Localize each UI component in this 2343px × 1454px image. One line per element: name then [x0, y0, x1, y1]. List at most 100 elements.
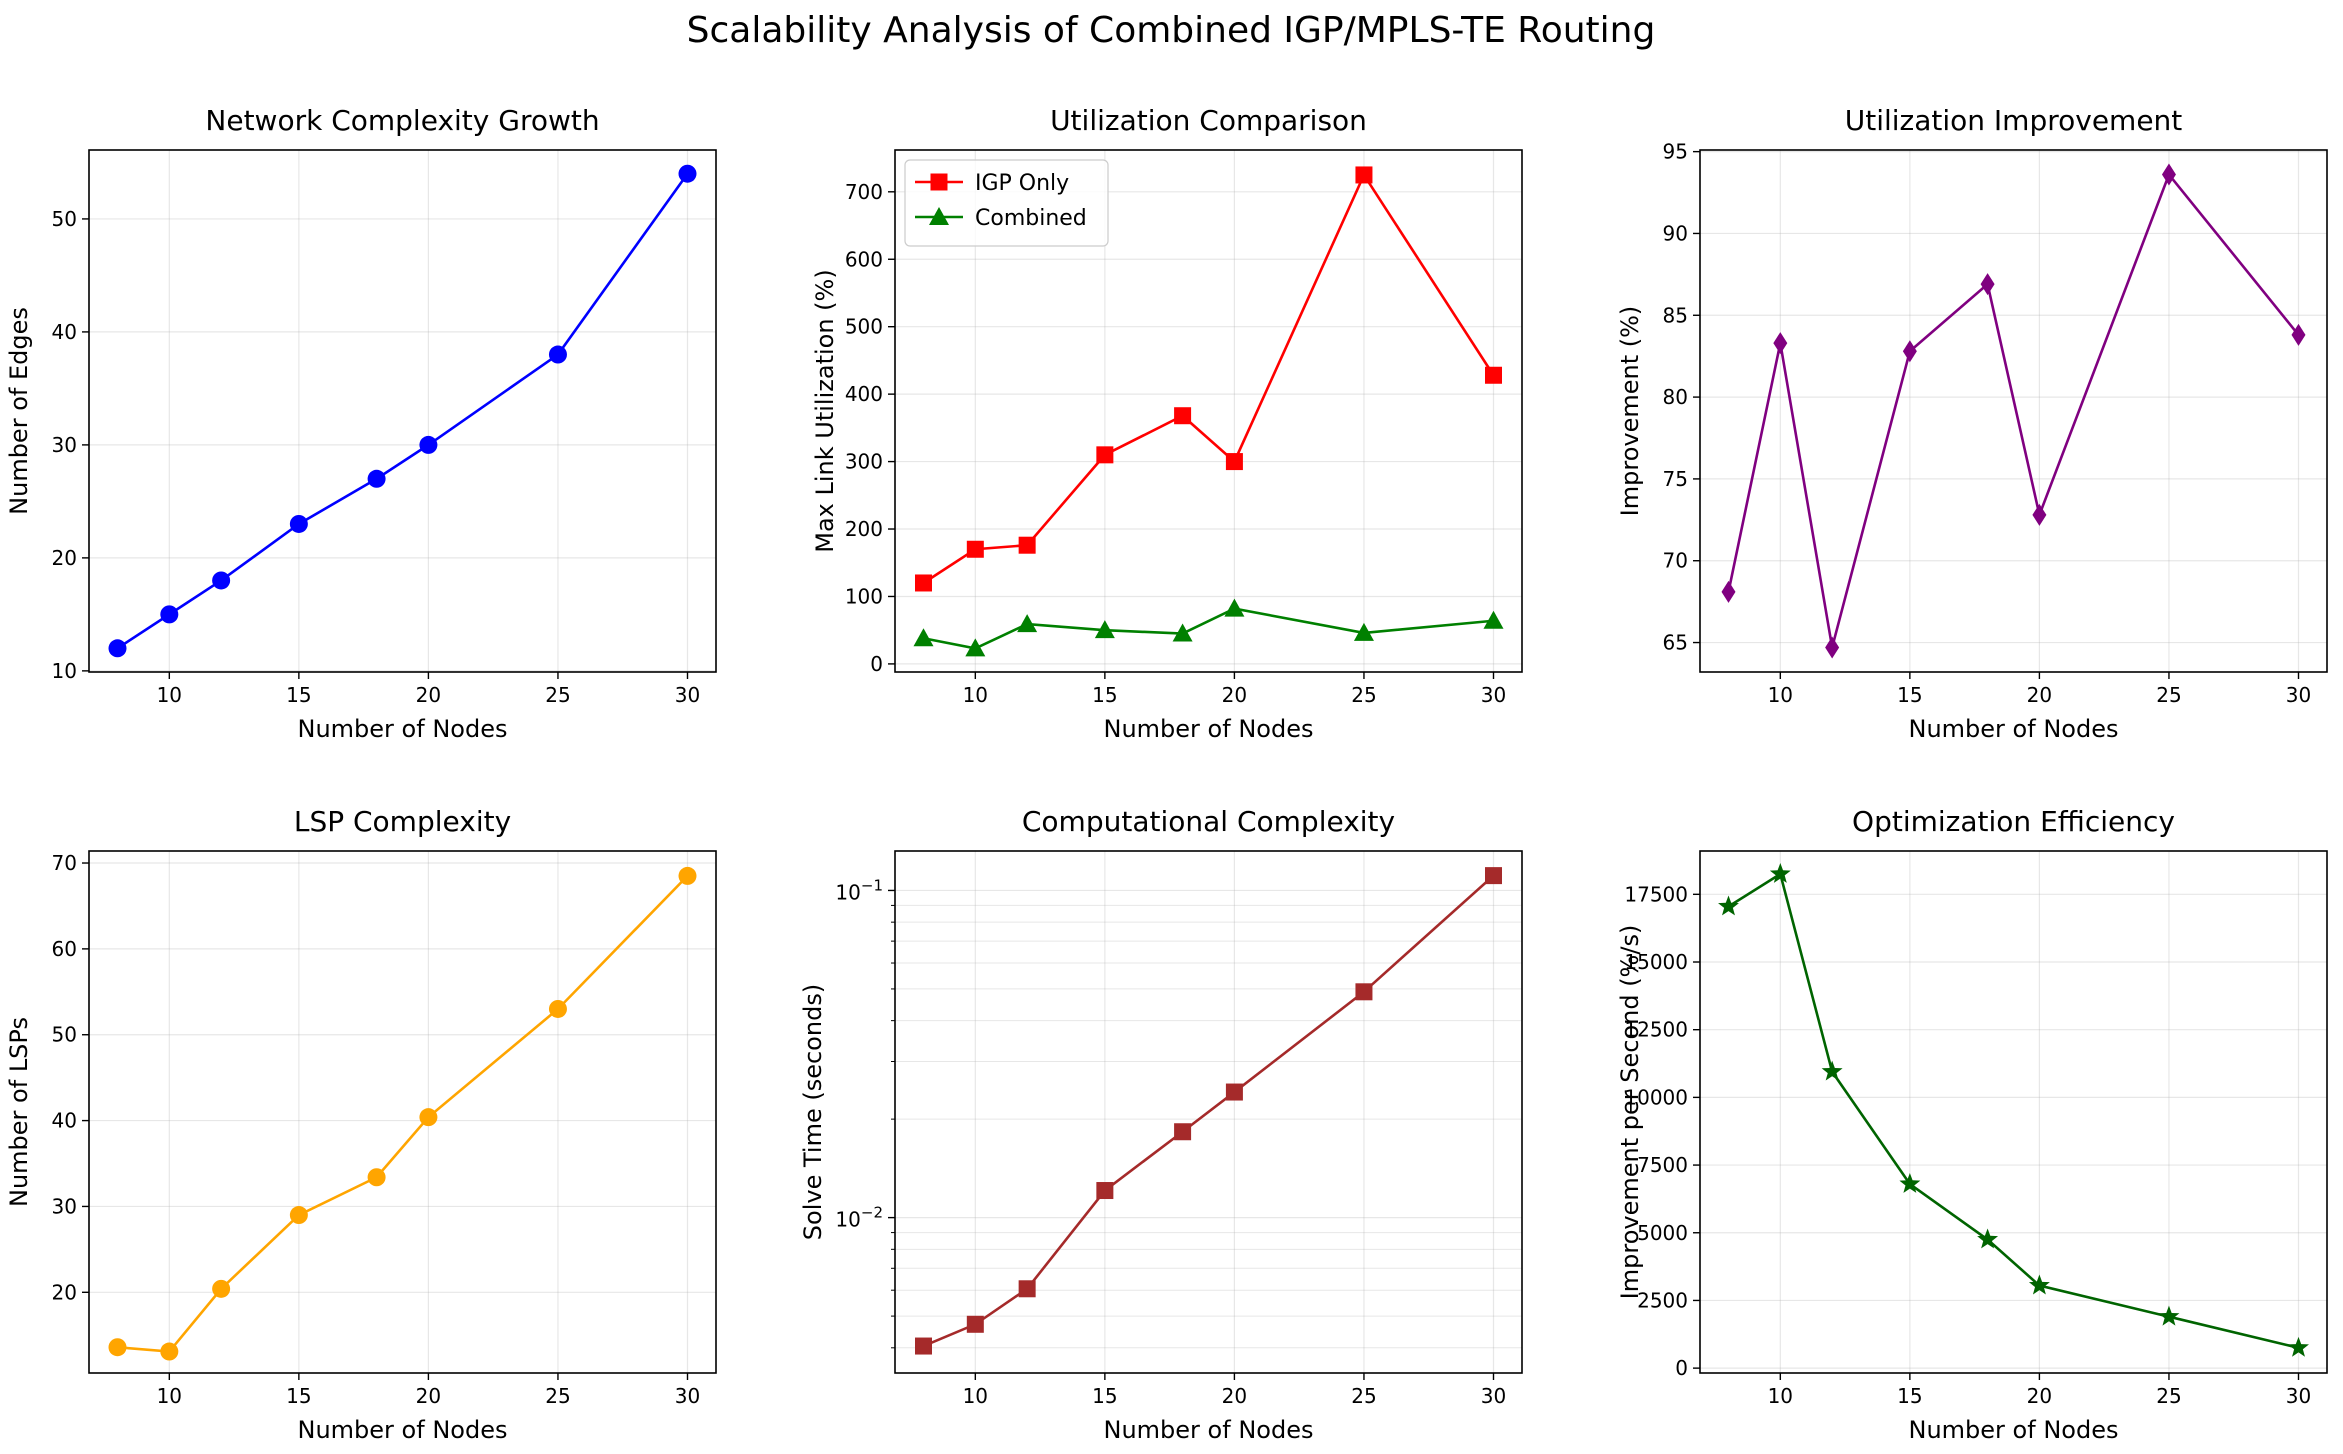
data-point: [289, 1206, 308, 1225]
x-tick-label: 25: [545, 1384, 570, 1408]
y-tick-label: 700: [845, 180, 883, 204]
x-tick-label: 25: [1351, 1384, 1376, 1408]
axes-frame: [894, 149, 1523, 673]
legend-marker: [929, 207, 949, 225]
y-tick-label: 85: [1663, 303, 1688, 327]
y-tick-label: 75: [1663, 467, 1688, 491]
data-point: [1355, 983, 1373, 1001]
x-tick-label: 15: [286, 683, 311, 707]
y-tick-label: 0: [1675, 1356, 1688, 1380]
x-tick-label: 30: [1481, 683, 1506, 707]
series-line-1: [1727, 171, 2300, 648]
x-tick-label: 20: [1222, 1384, 1247, 1408]
y-tick-label: 10: [52, 659, 77, 683]
data-point: [367, 1168, 386, 1187]
x-tick-label: 20: [1222, 683, 1247, 707]
data-point: [1485, 867, 1502, 885]
data-point: [108, 639, 127, 658]
y-axis-label: Number of Edges: [5, 307, 33, 515]
y-tick-label: 40: [52, 320, 77, 344]
data-point: [1174, 407, 1192, 425]
y-tick-label: 200: [845, 517, 883, 541]
axes-frame: [88, 850, 717, 1374]
data-point: [2291, 323, 2306, 346]
data-point: [966, 540, 984, 558]
subplot-title: Network Complexity Growth: [205, 104, 599, 137]
x-tick-label: 15: [1092, 683, 1117, 707]
y-axis-label: Number of LSPs: [5, 1017, 33, 1207]
data-point: [1353, 622, 1374, 641]
y-tick-label: 90: [1663, 221, 1688, 245]
subplot-title: Optimization Efficiency: [1852, 805, 2175, 838]
x-axis-label: Number of Nodes: [298, 715, 508, 743]
data-point: [419, 1108, 438, 1127]
y-tick-label: 0: [870, 652, 883, 676]
figure-title: Scalability Analysis of Combined IGP/MPL…: [687, 10, 1656, 51]
data-point: [1096, 1182, 1114, 1200]
data-point: [160, 605, 179, 624]
data-point: [1225, 1083, 1243, 1101]
y-tick-label: 40: [52, 1109, 77, 1133]
y-tick-label: 20: [52, 1280, 77, 1304]
y-tick-label: 20: [52, 546, 77, 570]
data-point: [212, 571, 231, 590]
y-tick-label: 60: [52, 937, 77, 961]
y-tick-label: 30: [52, 1194, 77, 1218]
data-point: [1174, 1123, 1192, 1141]
y-tick-label: 300: [845, 450, 883, 474]
y-tick-label: 400: [845, 382, 883, 406]
data-point: [2288, 1336, 2309, 1357]
data-point: [1980, 273, 1995, 296]
data-point: [212, 1279, 231, 1298]
series-line-1: [922, 874, 1495, 1348]
y-axis-label: Solve Time (seconds): [799, 984, 827, 1240]
x-tick-label: 15: [286, 1384, 311, 1408]
legend-entry: IGP Only: [975, 171, 1069, 196]
series-line-1: [116, 172, 689, 650]
subplot-title: Utilization Improvement: [1845, 104, 2183, 137]
y-tick-label: 17500: [1624, 882, 1688, 906]
x-tick-label: 10: [1768, 683, 1793, 707]
y-tick-label: 95: [1663, 140, 1688, 164]
data-point: [548, 999, 567, 1018]
axes-frame: [894, 850, 1523, 1374]
x-tick-label: 25: [2156, 683, 2181, 707]
x-axis-label: Number of Nodes: [298, 1416, 508, 1444]
x-tick-label: 20: [2027, 683, 2052, 707]
x-tick-label: 25: [545, 683, 570, 707]
data-point: [2161, 163, 2176, 186]
series-line-2: [923, 607, 1494, 650]
x-axis-label: Number of Nodes: [1104, 1416, 1314, 1444]
y-axis-label: Improvement per Second (%/s): [1616, 925, 1644, 1300]
data-point: [1225, 453, 1243, 471]
subplot-3: 10 15 20 25 30 65 70 75 80 85 90 95 Utilization Impr…: [1616, 104, 2328, 743]
data-point: [1825, 636, 1840, 659]
x-tick-label: 30: [675, 683, 700, 707]
x-tick-label: 30: [2286, 1384, 2311, 1408]
y-axis-label: Max Link Utilization (%): [811, 269, 839, 552]
legend-marker: [930, 173, 948, 191]
data-point: [1821, 1060, 1843, 1081]
x-tick-label: 20: [2027, 1384, 2052, 1408]
x-tick-label: 10: [1768, 1384, 1793, 1408]
data-point: [1899, 1173, 1921, 1193]
y-tick-label: 7500: [1637, 1153, 1688, 1177]
series-line-1: [1727, 871, 2299, 1350]
y-tick-label: 500: [845, 315, 883, 339]
data-point: [2158, 1305, 2180, 1326]
data-point: [1018, 536, 1036, 554]
data-point: [1018, 1280, 1036, 1298]
data-point: [1483, 610, 1504, 629]
x-tick-label: 10: [963, 683, 988, 707]
series-line-1: [117, 874, 689, 1353]
y-tick-label: 30: [52, 433, 77, 457]
x-tick-label: 10: [157, 683, 182, 707]
data-point: [678, 164, 697, 183]
data-point: [1017, 614, 1038, 633]
axes-frame: [1699, 850, 2328, 1374]
data-point: [1094, 620, 1115, 639]
x-tick-label: 25: [1351, 683, 1376, 707]
y-tick-label: 12500: [1624, 1018, 1688, 1042]
